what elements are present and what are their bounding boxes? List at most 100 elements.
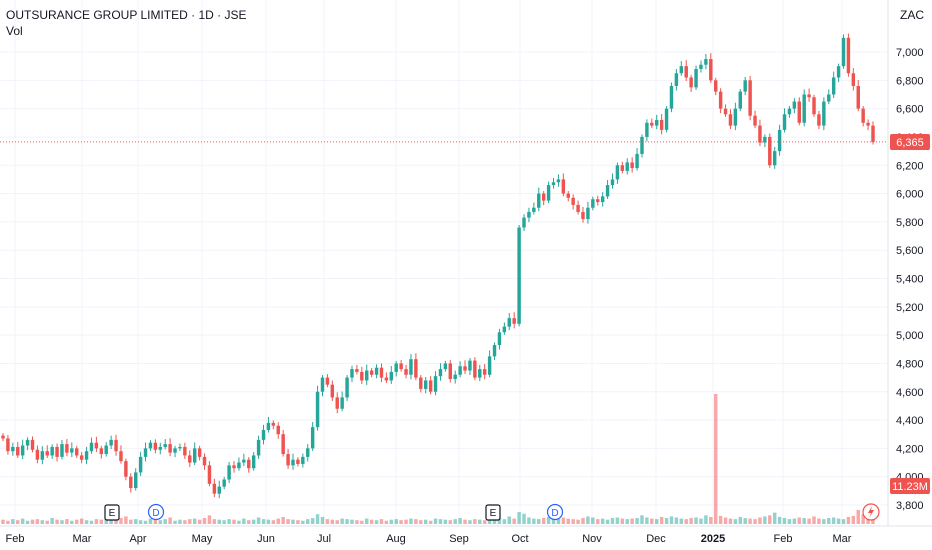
candle-body [605, 185, 610, 197]
candle-body [497, 332, 502, 346]
candle-body [458, 366, 462, 375]
volume-bar [109, 520, 113, 524]
candle-body [831, 77, 836, 95]
candle-body [728, 114, 733, 126]
earnings-marker[interactable]: E [104, 504, 120, 521]
volume-bar [532, 518, 536, 524]
volume-bar [625, 519, 629, 524]
candle-body [777, 129, 782, 152]
candle-body [306, 448, 310, 457]
dividend-marker[interactable]: D [546, 503, 564, 521]
volume-bar [659, 516, 664, 524]
volume-bar [478, 519, 482, 524]
volume-bar [251, 519, 256, 524]
candle-body [846, 37, 851, 74]
x-tick-label: Jun [257, 533, 275, 545]
last-volume-tag: 11.23M [890, 478, 930, 494]
candle-body [551, 182, 556, 186]
volume-bar [158, 520, 163, 524]
volume-indicator-label[interactable]: Vol [6, 24, 23, 38]
candle-body [787, 108, 792, 115]
y-axis[interactable]: 3,8004,0004,2004,4004,6004,8005,0005,200… [896, 47, 924, 512]
volume-bar [360, 520, 364, 524]
candle-body [45, 451, 49, 456]
volume-bar [6, 520, 10, 524]
volume-bar [782, 518, 787, 524]
candle-body [600, 196, 605, 203]
x-tick-label: Mar [73, 533, 92, 545]
candle-body [650, 122, 654, 126]
currency-label[interactable]: ZAC [900, 8, 924, 22]
y-tick-label: 5,000 [896, 330, 924, 342]
volume-bar [743, 518, 747, 524]
x-tick-label: Aug [386, 533, 406, 545]
candle-body [492, 345, 497, 357]
candle-body [379, 367, 384, 378]
volume-bar [630, 518, 634, 524]
volume-bar [576, 519, 580, 524]
candle-body [733, 108, 738, 126]
volume-bar [55, 519, 59, 524]
candle-body [350, 369, 354, 378]
candle-body [561, 179, 566, 194]
candle-body [35, 449, 40, 460]
volume-bar [517, 512, 521, 524]
volume-bar [684, 519, 688, 524]
volume-bar [212, 519, 217, 524]
candle-body [217, 486, 221, 494]
candle-body [689, 77, 693, 88]
volume-bar [168, 517, 172, 524]
volume-bar [610, 518, 615, 524]
volume-bar [866, 516, 870, 524]
volume-bar [11, 519, 15, 524]
candle-body [335, 397, 339, 409]
y-tick-label: 7,000 [896, 47, 924, 59]
y-tick-label: 4,800 [896, 358, 924, 370]
volume-bar [379, 519, 384, 524]
volume-bar [192, 518, 197, 524]
candle-body [202, 456, 207, 466]
chart-title: OUTSURANCE GROUP LIMITED · 1D · JSE [6, 8, 247, 22]
x-tick-label: Dec [646, 533, 666, 545]
volume-bar [620, 518, 625, 524]
volume-bar [84, 520, 89, 524]
candle-body [1, 435, 5, 439]
volume-bar [807, 518, 811, 524]
candle-body [79, 455, 84, 460]
candle-body [70, 448, 74, 453]
candle-body [419, 377, 423, 389]
candle-body [827, 94, 831, 102]
x-axis[interactable]: Feb Mar Apr May Jun Jul Aug Sep Oct Nov Dec 2025 Feb… [6, 533, 852, 545]
y-tick-label: 3,800 [896, 500, 924, 512]
candle-body [822, 101, 826, 126]
y-tick-label: 6,000 [896, 189, 924, 201]
volume-bar [65, 519, 69, 524]
volume-bar [438, 519, 443, 524]
candle-body [586, 207, 590, 220]
candle-body [782, 114, 787, 130]
volume-bar [487, 518, 492, 524]
volume-bar [822, 519, 826, 524]
dividend-marker[interactable]: D [147, 503, 165, 521]
candle-body [659, 119, 664, 130]
lightning-icon[interactable] [862, 503, 880, 521]
earnings-marker[interactable]: E [485, 504, 501, 521]
volume-bar [296, 520, 300, 524]
candle-body [119, 451, 123, 462]
volume-bar [129, 519, 133, 524]
candle-body [433, 376, 438, 392]
volume-bar [404, 519, 408, 524]
candle-body [114, 439, 118, 452]
candle-body [836, 66, 841, 78]
candle-body [212, 483, 217, 494]
candle-body [871, 125, 875, 142]
x-tick-label: Oct [511, 533, 528, 545]
y-tick-label: 5,800 [896, 217, 924, 229]
volume-bar [655, 519, 659, 524]
volume-bar [419, 520, 423, 524]
candle-body [138, 456, 143, 473]
volume-bar [30, 519, 35, 524]
volume-bar [188, 519, 192, 524]
